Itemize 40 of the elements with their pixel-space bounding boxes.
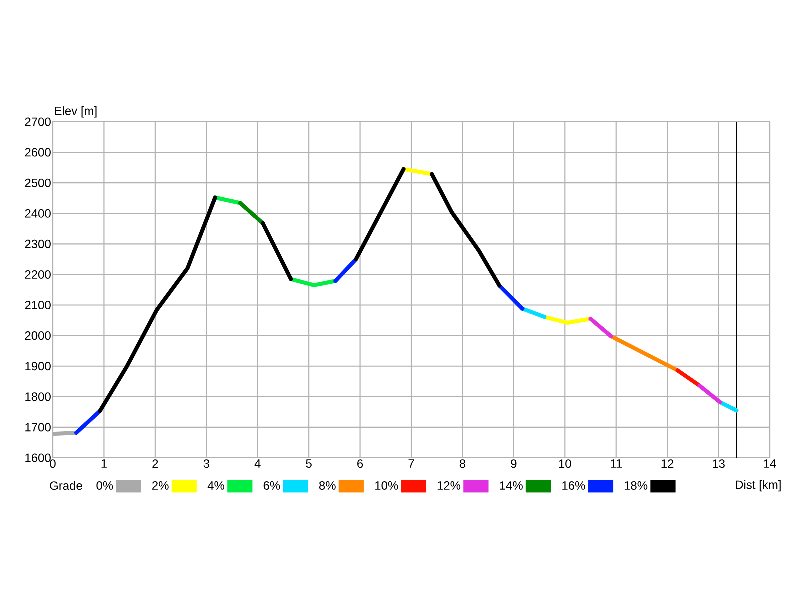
y-tick-label: 1600 [26, 454, 51, 462]
y-tick-label: 2700 [25, 118, 51, 126]
x-tick-label: 1 [102, 460, 107, 468]
legend-label: 12% [438, 481, 461, 490]
legend-label: 4% [208, 482, 225, 490]
legend-label: 16% [562, 481, 586, 490]
legend-title: Grade [50, 481, 82, 490]
x-tick-label: 8 [460, 460, 466, 468]
x-tick-label: 4 [254, 460, 261, 468]
x-tick-label: 6 [358, 460, 364, 468]
x-tick-label: 0 [50, 460, 56, 468]
x-tick-label: 13 [713, 460, 725, 468]
y-axis-title: Elev [m] [55, 106, 97, 118]
y-tick-label: 2200 [25, 270, 51, 279]
y-tick-label: 1700 [26, 423, 51, 432]
x-tick-label: 14 [764, 460, 776, 468]
x-tick-label: 9 [511, 460, 517, 468]
y-tick-label: 2300 [25, 240, 51, 248]
legend-label: 2% [152, 481, 169, 490]
legend-label: 8% [319, 481, 336, 490]
y-tick-label: 2000 [25, 332, 51, 340]
x-tick-label: 3 [204, 460, 210, 468]
x-tick-label: 12 [662, 460, 674, 468]
legend-label: 10% [376, 481, 398, 490]
legend-label: 6% [264, 481, 280, 490]
y-tick-label: 2400 [25, 209, 51, 218]
legend-label: 18% [624, 481, 648, 490]
legend-label: 0% [96, 481, 114, 490]
x-tick-label: 7 [408, 460, 414, 468]
y-tick-label: 1900 [26, 362, 51, 371]
y-tick-label: 2100 [25, 301, 51, 310]
y-tick-label: 2600 [25, 148, 51, 157]
x-tick-label: 2 [152, 460, 158, 468]
x-axis-title: Dist [km] [736, 480, 781, 492]
legend-label: 14% [500, 482, 523, 490]
y-tick-label: 1800 [26, 392, 51, 402]
y-tick-label: 2500 [25, 178, 51, 188]
x-tick-label: 5 [306, 460, 312, 468]
x-tick-label: 10 [559, 460, 572, 468]
x-tick-label: 11 [611, 460, 622, 468]
